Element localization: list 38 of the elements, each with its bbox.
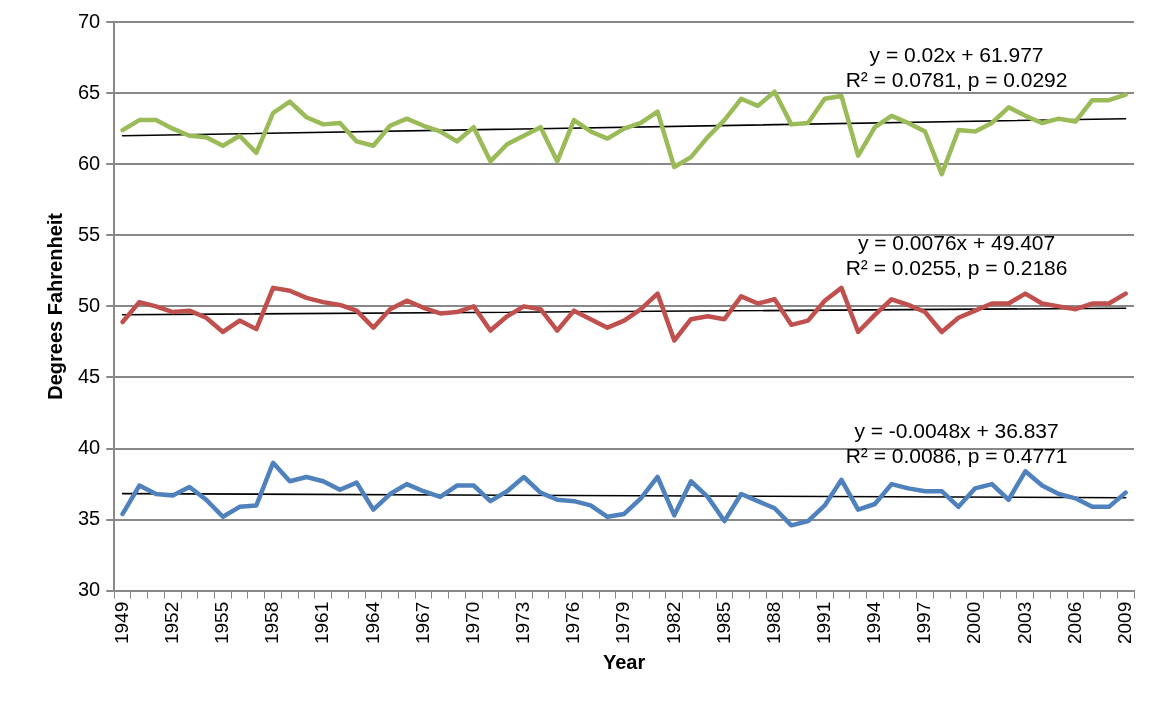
x-tick-label: 1997: [913, 601, 935, 645]
x-tick-label: 2003: [1013, 601, 1035, 645]
x-tick-label: 1994: [863, 601, 885, 645]
annotation: y = -0.0048x + 36.837: [854, 418, 1059, 442]
x-tick-label: 1988: [762, 601, 784, 645]
x-tick-label: 1982: [662, 601, 684, 645]
x-tick-label: 2009: [1113, 601, 1135, 645]
y-tick-label: 45: [78, 364, 101, 387]
y-tick-label: 55: [78, 222, 101, 245]
x-tick-label: 1979: [612, 601, 634, 645]
annotation: y = 0.02x + 61.977: [869, 43, 1044, 67]
annotation: y = 0.0076x + 49.407: [857, 231, 1056, 255]
y-tick-label: 60: [78, 151, 101, 174]
x-axis-title: Year: [602, 650, 646, 673]
x-tick-label: 1973: [512, 601, 534, 645]
x-tick-label: 1991: [812, 601, 834, 645]
x-tick-label: 1976: [562, 601, 584, 645]
y-axis-title: Degrees Fahrenheit: [43, 212, 66, 400]
y-tick-label: 65: [78, 80, 101, 103]
y-tick-label: 40: [78, 436, 101, 459]
x-tick-label: 1964: [361, 601, 383, 645]
annotation: R² = 0.0086, p = 0.4771: [845, 443, 1068, 467]
x-tick-label: 1952: [160, 601, 182, 645]
x-tick-label: 1967: [411, 601, 433, 645]
x-tick-label: 1961: [311, 601, 333, 645]
y-tick-label: 50: [78, 293, 101, 316]
annotation: R² = 0.0781, p = 0.0292: [845, 68, 1068, 92]
x-tick-label: 1955: [211, 601, 233, 645]
y-tick-label: 30: [78, 578, 101, 601]
x-tick-label: 1958: [261, 601, 283, 645]
x-tick-label: 1970: [461, 601, 483, 645]
x-tick-label: 2006: [1063, 601, 1085, 645]
y-tick-label: 35: [78, 507, 101, 530]
x-tick-label: 1949: [110, 601, 132, 645]
x-tick-label: 1985: [712, 601, 734, 645]
y-tick-label: 70: [78, 9, 101, 32]
annotation: R² = 0.0255, p = 0.2186: [845, 256, 1068, 280]
x-tick-label: 2000: [963, 601, 985, 645]
